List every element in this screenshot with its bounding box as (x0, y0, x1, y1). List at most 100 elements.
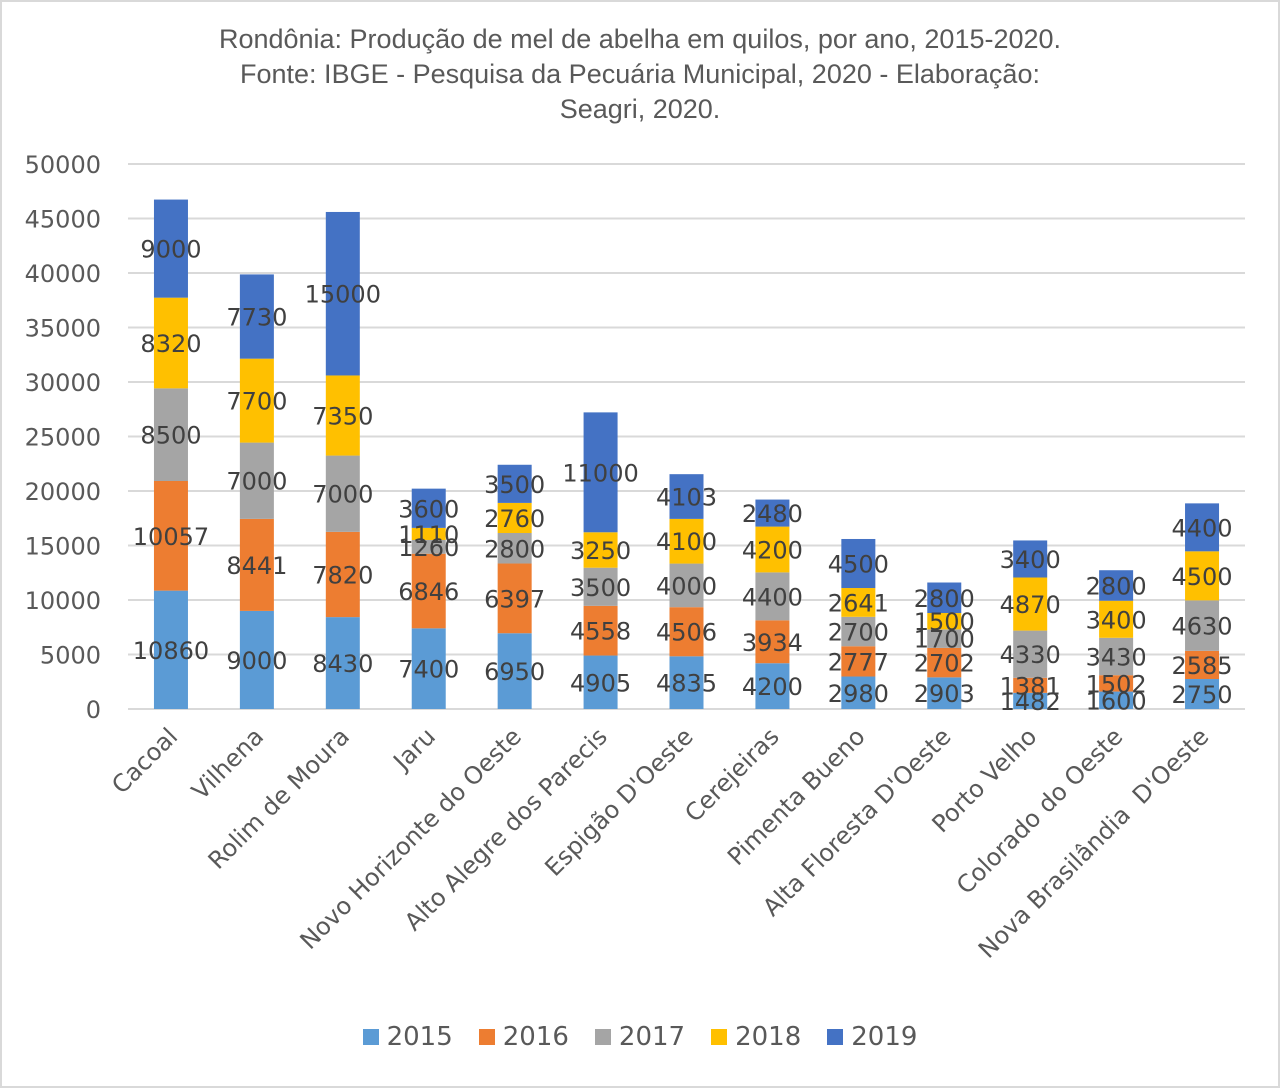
data-label-2019: 11000 (562, 459, 638, 487)
bar-segment-2016 (755, 620, 790, 664)
bar-segment-2019 (411, 488, 446, 528)
bar-segment-2017 (1013, 630, 1048, 678)
bar-segment-2016 (153, 481, 188, 591)
legend-label: 2019 (851, 1022, 918, 1052)
bar-segment-2018 (153, 297, 188, 389)
y-tick-label: 45000 (25, 206, 101, 234)
data-label-2019: 3400 (1000, 546, 1061, 574)
data-label-2018: 2641 (828, 589, 889, 617)
data-label-2017: 1700 (914, 626, 975, 654)
data-label-2016: 7820 (312, 561, 373, 589)
bar-segment-2019 (1185, 503, 1220, 552)
bar-segment-2017 (411, 539, 446, 554)
legend-swatch (478, 1029, 495, 1045)
data-label-2015: 8430 (312, 650, 373, 678)
data-label-2015: 2750 (1171, 681, 1232, 709)
x-category-label: Cacoal (106, 722, 183, 799)
bar-segment-2018 (755, 526, 790, 573)
bar-segment-2016 (841, 646, 876, 677)
data-label-2019: 2800 (914, 585, 975, 613)
x-category-label: Colorado do Oeste (951, 722, 1128, 899)
y-tick-label: 15000 (25, 533, 101, 561)
data-label-2017: 4330 (1000, 641, 1061, 669)
data-label-2019: 15000 (305, 281, 381, 309)
data-label-2016: 1381 (1000, 672, 1061, 700)
chart-title-line-1: Rondônia: Produção de mel de abelha em q… (218, 24, 1062, 54)
bar-segment-2018 (927, 613, 962, 630)
bar-segment-2019 (927, 582, 962, 614)
y-tick-label: 50000 (25, 151, 101, 179)
x-category-label: Vilhena (186, 722, 269, 805)
data-label-2019: 3600 (398, 495, 459, 523)
bar-segment-2019 (583, 412, 618, 533)
data-label-2016: 2777 (828, 648, 889, 676)
bar-segment-2015 (1185, 679, 1220, 709)
data-label-2019: 9000 (140, 236, 201, 264)
data-label-2016: 1502 (1086, 670, 1147, 698)
y-axis: 0 5000 10000 15000 20000 25000 30000 35000 40000… (25, 151, 101, 724)
bar-segment-2019 (755, 499, 790, 527)
bar-segment-2018 (1013, 577, 1048, 631)
bar-segment-2016 (927, 647, 962, 678)
data-label-2017: 7000 (226, 468, 287, 496)
bar-segment-2015 (1013, 692, 1048, 709)
data-label-2018: 3250 (570, 537, 631, 565)
data-label-2019: 4400 (1171, 514, 1232, 542)
bar-segment-2017 (669, 563, 704, 608)
data-label-2016: 3934 (742, 629, 803, 657)
legend-item-2016: 2016 (478, 1022, 569, 1052)
bars (153, 199, 1220, 709)
bar-segment-2017 (153, 388, 188, 482)
data-label-2017: 7000 (312, 481, 373, 509)
chart-title-line-2: Fonte: IBGE - Pesquisa da Pecuária Munic… (240, 59, 1040, 89)
chart-title: Rondônia: Produção de mel de abelha em q… (0, 22, 1280, 127)
y-tick-label: 35000 (25, 315, 101, 343)
bar-segment-2019 (1013, 540, 1048, 578)
bar-segment-2018 (411, 527, 446, 540)
legend-item-2017: 2017 (594, 1022, 685, 1052)
bar-segment-2019 (669, 474, 704, 519)
bar-segment-2016 (583, 605, 618, 656)
data-label-2015: 7400 (398, 656, 459, 684)
data-label-2015: 1482 (1000, 688, 1061, 716)
data-label-2016: 4558 (570, 618, 631, 646)
data-label-2019: 2800 (1086, 572, 1147, 600)
bar-segment-2016 (411, 553, 446, 629)
legend-item-2018: 2018 (711, 1022, 801, 1052)
data-label-2017: 4000 (656, 572, 717, 600)
data-label-2015: 1600 (1086, 687, 1147, 715)
data-label-2016: 6846 (398, 578, 459, 606)
bar-segment-2015 (1099, 691, 1134, 709)
bar-segment-2016 (1013, 677, 1048, 693)
data-label-2019: 3500 (484, 471, 545, 499)
data-label-2016: 6397 (484, 585, 545, 613)
data-label-2017: 3430 (1086, 643, 1147, 671)
x-category-label: Jaru (387, 722, 441, 776)
bar-segment-2017 (755, 572, 790, 621)
y-tick-label: 40000 (25, 260, 101, 288)
y-tick-label: 0 (86, 696, 101, 724)
bar-segment-2017 (497, 532, 532, 564)
data-label-2015: 2980 (828, 680, 889, 708)
data-label-2017: 4400 (742, 583, 803, 611)
x-category-label: Espigão D'Oeste (539, 722, 698, 881)
data-label-2018: 4200 (742, 536, 803, 564)
data-label-2016: 4506 (656, 619, 717, 647)
bar-segment-2019 (325, 211, 360, 376)
bar-segment-2017 (927, 629, 962, 648)
bar-segment-2016 (669, 607, 704, 657)
bar-segment-2017 (841, 616, 876, 647)
bar-segment-2015 (927, 677, 962, 709)
bar-segment-2015 (325, 617, 360, 709)
bar-segment-2016 (1099, 675, 1134, 692)
bar-segment-2018 (1099, 600, 1134, 638)
bar-segment-2017 (1185, 600, 1220, 651)
bar-segment-2015 (239, 610, 274, 709)
data-label-2015: 6950 (484, 658, 545, 686)
data-label-2018: 4870 (1000, 591, 1061, 619)
data-label-2018: 8320 (140, 330, 201, 358)
bar-segment-2019 (841, 538, 876, 589)
data-label-2016: 2585 (1171, 652, 1232, 680)
legend-swatch (711, 1029, 728, 1045)
